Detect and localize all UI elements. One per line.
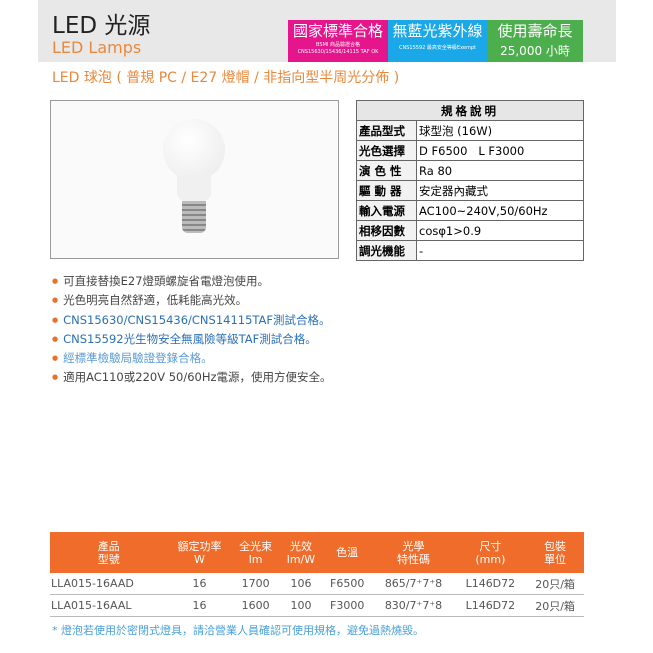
column-header: 尺寸 (mm): [454, 532, 527, 573]
spec-key: 光色選擇: [356, 140, 417, 161]
bulb-neck: [177, 175, 211, 201]
table-cell: 1600: [231, 594, 280, 617]
feature-item: CNS15592光生物安全無風險等級TAF測試合格。: [52, 330, 332, 349]
table-cell: 20只/箱: [526, 573, 584, 595]
page-subtitle: LED Lamps: [52, 38, 142, 57]
table-cell: 20只/箱: [526, 594, 584, 617]
column-header-line: 包裝: [544, 539, 567, 553]
column-header-line: lm: [248, 552, 263, 566]
badge-text: BSMI 商品驗證合格: [316, 42, 360, 48]
table-row: LLA015-16AAL 16 1600 100 F3000 830/7⁺7⁺8 L146D…: [50, 594, 584, 617]
column-header: 光效 lm/W: [279, 532, 322, 573]
spec-value: D F6500 L F3000: [416, 140, 584, 161]
spec-table: 規格說明 產品型式 球型泡 (16W) 光色選擇 D F6500 L F3000 演…: [356, 100, 584, 261]
spec-value: Ra 80: [416, 160, 584, 181]
badge-text: 25,000 小時: [500, 44, 570, 58]
table-cell: F3000: [322, 594, 373, 617]
spec-value: cosφ1>0.9: [416, 220, 584, 241]
spec-key: 相移因數: [356, 220, 417, 241]
spec-key: 調光機能: [356, 240, 417, 261]
column-header: 色溫: [322, 532, 373, 573]
badge-title: 無藍光紫外線: [392, 22, 483, 40]
table-cell: F6500: [322, 573, 373, 595]
badge-title: 使用壽命長: [497, 22, 573, 40]
spec-key: 驅 動 器: [356, 180, 417, 201]
product-photo: [50, 100, 339, 259]
column-header-line: 光學: [402, 539, 425, 553]
product-table: 產品 型號 額定功率 W 全光束 lm 光效 lm/W 色溫 光學 特性碼 尺寸 (mm) 包裝 單位 LL…: [50, 532, 584, 617]
page-title: LED 光源: [52, 13, 151, 39]
table-cell: LLA015-16AAD: [50, 573, 168, 595]
feature-list: 可直接替換E27燈頭螺旋省電燈泡使用。 光色明亮自然舒適，低耗能高光效。 CNS…: [52, 272, 332, 388]
column-header-line: 光效: [289, 539, 312, 553]
feature-item: 經標準檢驗局驗證登錄合格。: [52, 349, 332, 368]
column-header: 光學 特性碼: [372, 532, 455, 573]
table-cell: L146D72: [454, 594, 527, 617]
column-header-line: 特性碼: [396, 552, 430, 566]
spec-value: 球型泡 (16W): [416, 120, 584, 141]
column-header-line: 單位: [544, 552, 567, 566]
column-header-line: 產品: [97, 539, 120, 553]
feature-item: 可直接替換E27燈頭螺旋省電燈泡使用。: [52, 272, 332, 291]
table-cell: 865/7⁺7⁺8: [372, 573, 455, 595]
badge-text: CNS15630/15436/14115 TAF OK: [297, 49, 379, 55]
feature-item: 光色明亮自然舒適，低耗能高光效。: [52, 291, 332, 310]
spec-heading: 規格說明: [356, 100, 584, 121]
bulb-base: [182, 201, 206, 233]
table-cell: 106: [279, 573, 322, 595]
badge-no-blue-light: 無藍光紫外線 CNS15592 最高安全等級Exempt: [388, 20, 487, 62]
table-cell: 830/7⁺7⁺8: [372, 594, 455, 617]
table-row: LLA015-16AAD 16 1700 106 F6500 865/7⁺7⁺8 L146D…: [50, 573, 584, 595]
table-cell: L146D72: [454, 573, 527, 595]
feature-item: CNS15630/CNS15436/CNS14115TAF測試合格。: [52, 311, 332, 330]
spec-key: 產品型式: [356, 120, 417, 141]
column-header: 包裝 單位: [526, 532, 584, 573]
column-header-line: 尺寸: [479, 539, 502, 553]
table-cell: 1700: [231, 573, 280, 595]
column-header: 全光束 lm: [231, 532, 280, 573]
column-header-line: lm/W: [286, 552, 316, 566]
spec-key: 輸入電源: [356, 200, 417, 221]
table-cell: 16: [167, 594, 232, 617]
spec-value: -: [416, 240, 584, 261]
feature-item: 適用AC110或220V 50/60Hz電源，使用方便安全。: [52, 368, 331, 387]
column-header-line: W: [194, 552, 205, 566]
column-header-line: 型號: [97, 552, 120, 566]
table-cell: LLA015-16AAL: [50, 594, 168, 617]
product-subtitle: LED 球泡 ( 普規 PC / E27 燈帽 / 非指向型半周光分佈 ): [52, 70, 400, 86]
footnote: * 燈泡若使用於密閉式燈具，請洽營業人員確認可使用規格，避免過熱燒毀。: [52, 624, 424, 637]
badge-title: 國家標準合格: [292, 22, 383, 40]
column-header: 產品 型號: [50, 532, 168, 573]
column-header-line: 全光束: [239, 539, 273, 553]
table-cell: 100: [279, 594, 322, 617]
badge-long-life: 使用壽命長 25,000 小時: [487, 20, 583, 62]
badge-text: CNS15592 最高安全等級Exempt: [399, 45, 476, 51]
column-header-line: 額定功率: [177, 539, 222, 553]
column-header-line: (mm): [475, 552, 506, 566]
spec-value: 安定器內藏式: [416, 180, 584, 201]
spec-key: 演 色 性: [356, 160, 417, 181]
column-header-line: 色溫: [336, 546, 359, 559]
bulb-icon: [163, 119, 225, 181]
column-header: 額定功率 W: [167, 532, 232, 573]
badge-national-standard: 國家標準合格 BSMI 商品驗證合格 CNS15630/15436/14115 …: [288, 20, 388, 62]
spec-value: AC100~240V,50/60Hz: [416, 200, 584, 221]
table-cell: 16: [167, 573, 232, 595]
